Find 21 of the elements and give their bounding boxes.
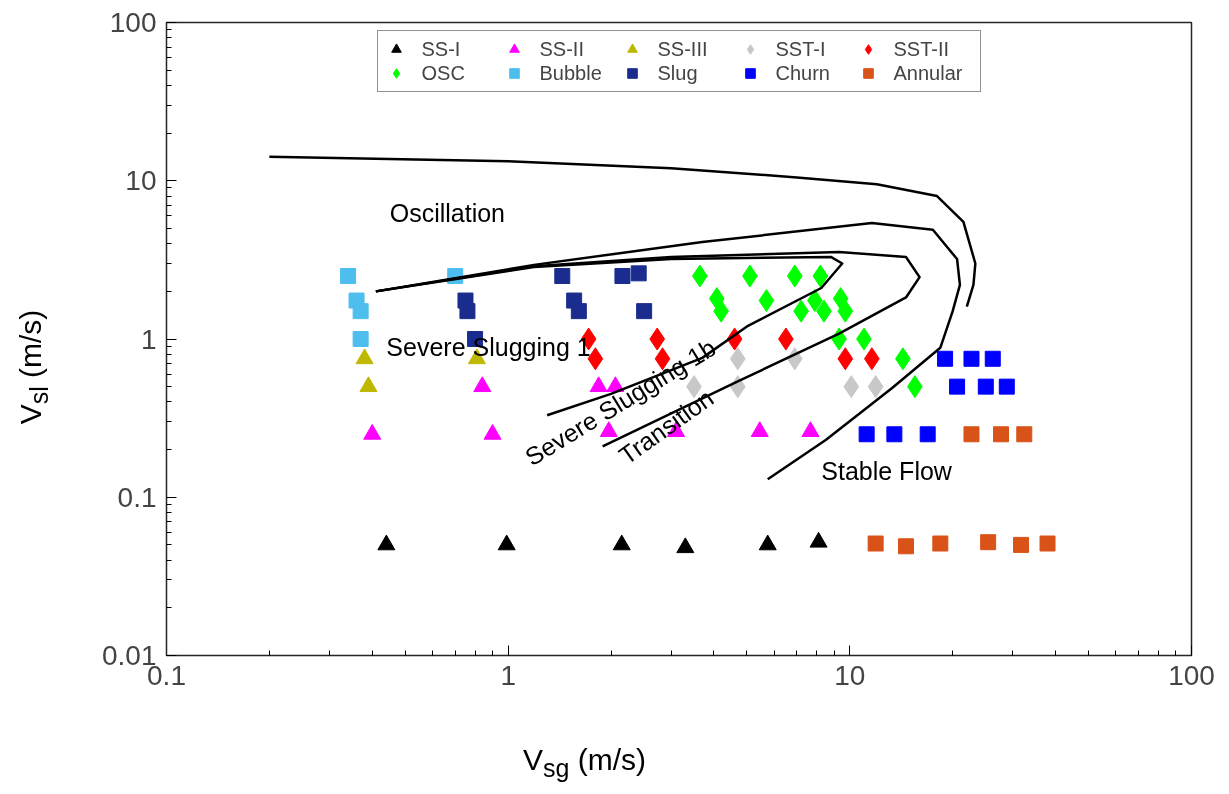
legend-label: SS-III bbox=[657, 37, 709, 61]
y-tick-label: 10 bbox=[125, 165, 157, 197]
y-tick-label: 1 bbox=[140, 323, 157, 355]
annotation: Oscillation bbox=[389, 198, 506, 227]
legend-label: OSC bbox=[421, 61, 466, 85]
legend-label: Churn bbox=[775, 61, 831, 85]
legend-label: SST-II bbox=[893, 37, 951, 61]
x-tick-label: 1 bbox=[500, 659, 516, 691]
legend-label: Annular bbox=[893, 61, 964, 85]
y-tick-label: 100 bbox=[109, 7, 157, 38]
annotation: Severe Slugging 1 bbox=[386, 333, 591, 362]
x-tick-label: 100 bbox=[1168, 659, 1215, 691]
x-axis-title: V$_{sg}$ (m/s) bbox=[523, 742, 647, 784]
x-tick-label: 10 bbox=[834, 659, 866, 691]
y-tick-label: 0.1 bbox=[117, 481, 157, 513]
annotation: Stable Flow bbox=[821, 456, 953, 485]
legend-label: SS-I bbox=[421, 37, 462, 61]
legend-label: Slug bbox=[657, 61, 699, 85]
legend-label: Bubble bbox=[539, 61, 603, 85]
legend-label: SST-I bbox=[775, 37, 827, 61]
legend-label: SS-II bbox=[539, 37, 585, 61]
